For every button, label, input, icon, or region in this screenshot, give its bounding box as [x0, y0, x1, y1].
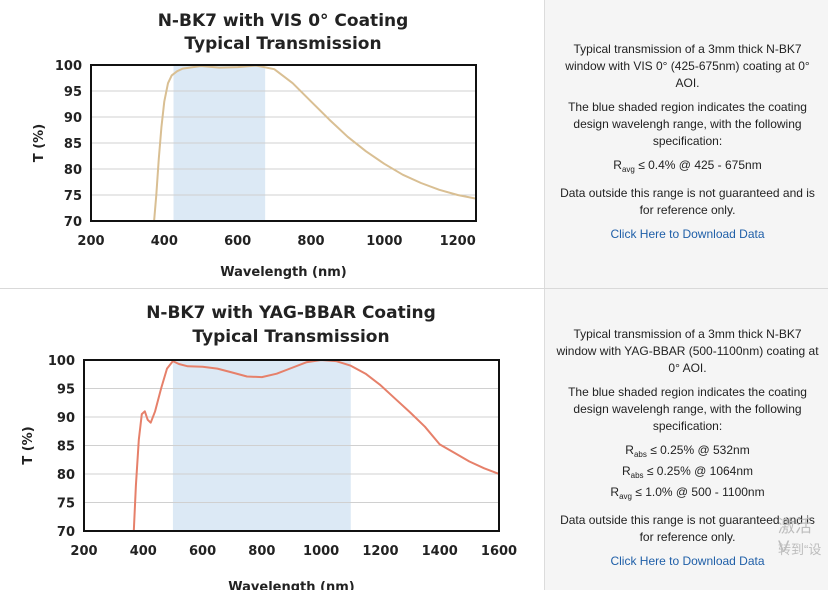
- spec-item: Ravg ≤ 0.4% @ 425 - 675nm: [613, 158, 762, 174]
- chart-title: N-BK7 with YAG-BBAR Coating: [146, 303, 436, 323]
- description-cell-vis: Typical transmission of a 3mm thick N-BK…: [545, 0, 828, 288]
- x-tick-label: 1400: [422, 544, 458, 559]
- x-tick-label: 1000: [303, 544, 339, 559]
- download-data-link[interactable]: Click Here to Download Data: [610, 554, 765, 568]
- spec-item: Rabs ≤ 0.25% @ 1064nm: [621, 464, 754, 480]
- description-region-note: The blue shaded region indicates the coa…: [568, 385, 807, 433]
- plot-frame: [83, 359, 500, 532]
- y-tick-label: 100: [55, 59, 82, 74]
- chart-title: N-BK7 with VIS 0° Coating: [158, 11, 409, 31]
- x-tick-label: 200: [77, 234, 104, 249]
- x-axis-label: Wavelength (nm): [220, 265, 346, 280]
- y-axis-label: T (%): [32, 124, 47, 162]
- y-tick-label: 90: [57, 411, 75, 426]
- x-tick-label: 200: [70, 544, 97, 559]
- chart-row-vis: N-BK7 with VIS 0° Coating Typical Transmi…: [0, 0, 828, 289]
- x-tick-label: 1600: [481, 544, 517, 559]
- chart-row-yag: N-BK7 with YAG-BBAR Coating Typical Trans…: [0, 289, 828, 590]
- chart-subtitle: Typical Transmission: [184, 34, 381, 54]
- y-tick-label: 80: [57, 468, 75, 483]
- chart-subtitle: Typical Transmission: [192, 327, 389, 347]
- y-tick-label: 95: [64, 85, 82, 100]
- description-region-note: The blue shaded region indicates the coa…: [568, 100, 807, 148]
- spec-item: Rabs ≤ 0.25% @ 532nm: [625, 443, 750, 459]
- description-intro: Typical transmission of a 3mm thick N-BK…: [556, 327, 819, 375]
- description-cell-yag: Typical transmission of a 3mm thick N-BK…: [545, 289, 828, 590]
- series-line: [132, 359, 499, 531]
- x-axis-label: Wavelength (nm): [228, 580, 354, 590]
- watermark-line-2: 转到“设: [778, 542, 822, 557]
- y-tick-label: 90: [64, 111, 82, 126]
- x-tick-label: 1200: [440, 234, 476, 249]
- y-tick-label: 80: [64, 163, 82, 178]
- description-yag: Typical transmission of a 3mm thick N-BK…: [555, 326, 820, 577]
- y-tick-label: 85: [57, 440, 75, 455]
- x-tick-label: 600: [224, 234, 251, 249]
- y-tick-label: 70: [57, 525, 75, 540]
- x-tick-label: 1000: [366, 234, 402, 249]
- y-tick-label: 100: [48, 354, 75, 369]
- y-tick-label: 85: [64, 137, 82, 152]
- y-tick-label: 95: [57, 383, 75, 398]
- spec-list: Ravg ≤ 0.4% @ 425 - 675nm: [555, 157, 820, 178]
- y-tick-label: 75: [64, 189, 82, 204]
- watermark-line-1: 激活 V: [778, 517, 812, 556]
- transmission-chart-yag: N-BK7 with YAG-BBAR Coating Typical Trans…: [21, 303, 517, 590]
- x-tick-label: 400: [151, 234, 178, 249]
- description-intro: Typical transmission of a 3mm thick N-BK…: [565, 42, 810, 90]
- x-tick-label: 600: [189, 544, 216, 559]
- x-tick-label: 400: [130, 544, 157, 559]
- spec-item: Ravg ≤ 1.0% @ 500 - 1100nm: [610, 485, 765, 501]
- chart-cell-yag: N-BK7 with YAG-BBAR Coating Typical Trans…: [0, 289, 545, 590]
- spec-list: Rabs ≤ 0.25% @ 532nm Rabs ≤ 0.25% @ 1064…: [555, 442, 820, 505]
- y-tick-label: 70: [64, 215, 82, 230]
- download-data-link[interactable]: Click Here to Download Data: [610, 227, 765, 241]
- description-disclaimer: Data outside this range is not guarantee…: [560, 513, 815, 544]
- description-vis: Typical transmission of a 3mm thick N-BK…: [555, 41, 820, 250]
- plot-frame: [90, 64, 477, 222]
- x-tick-label: 800: [248, 544, 275, 559]
- chart-cell-vis: N-BK7 with VIS 0° Coating Typical Transmi…: [0, 0, 545, 288]
- transmission-chart-vis: N-BK7 with VIS 0° Coating Typical Transmi…: [32, 11, 477, 280]
- y-tick-label: 75: [57, 497, 75, 512]
- description-disclaimer: Data outside this range is not guarantee…: [560, 186, 815, 217]
- y-axis-label: T (%): [21, 426, 36, 464]
- x-tick-label: 800: [297, 234, 324, 249]
- x-tick-label: 1200: [362, 544, 398, 559]
